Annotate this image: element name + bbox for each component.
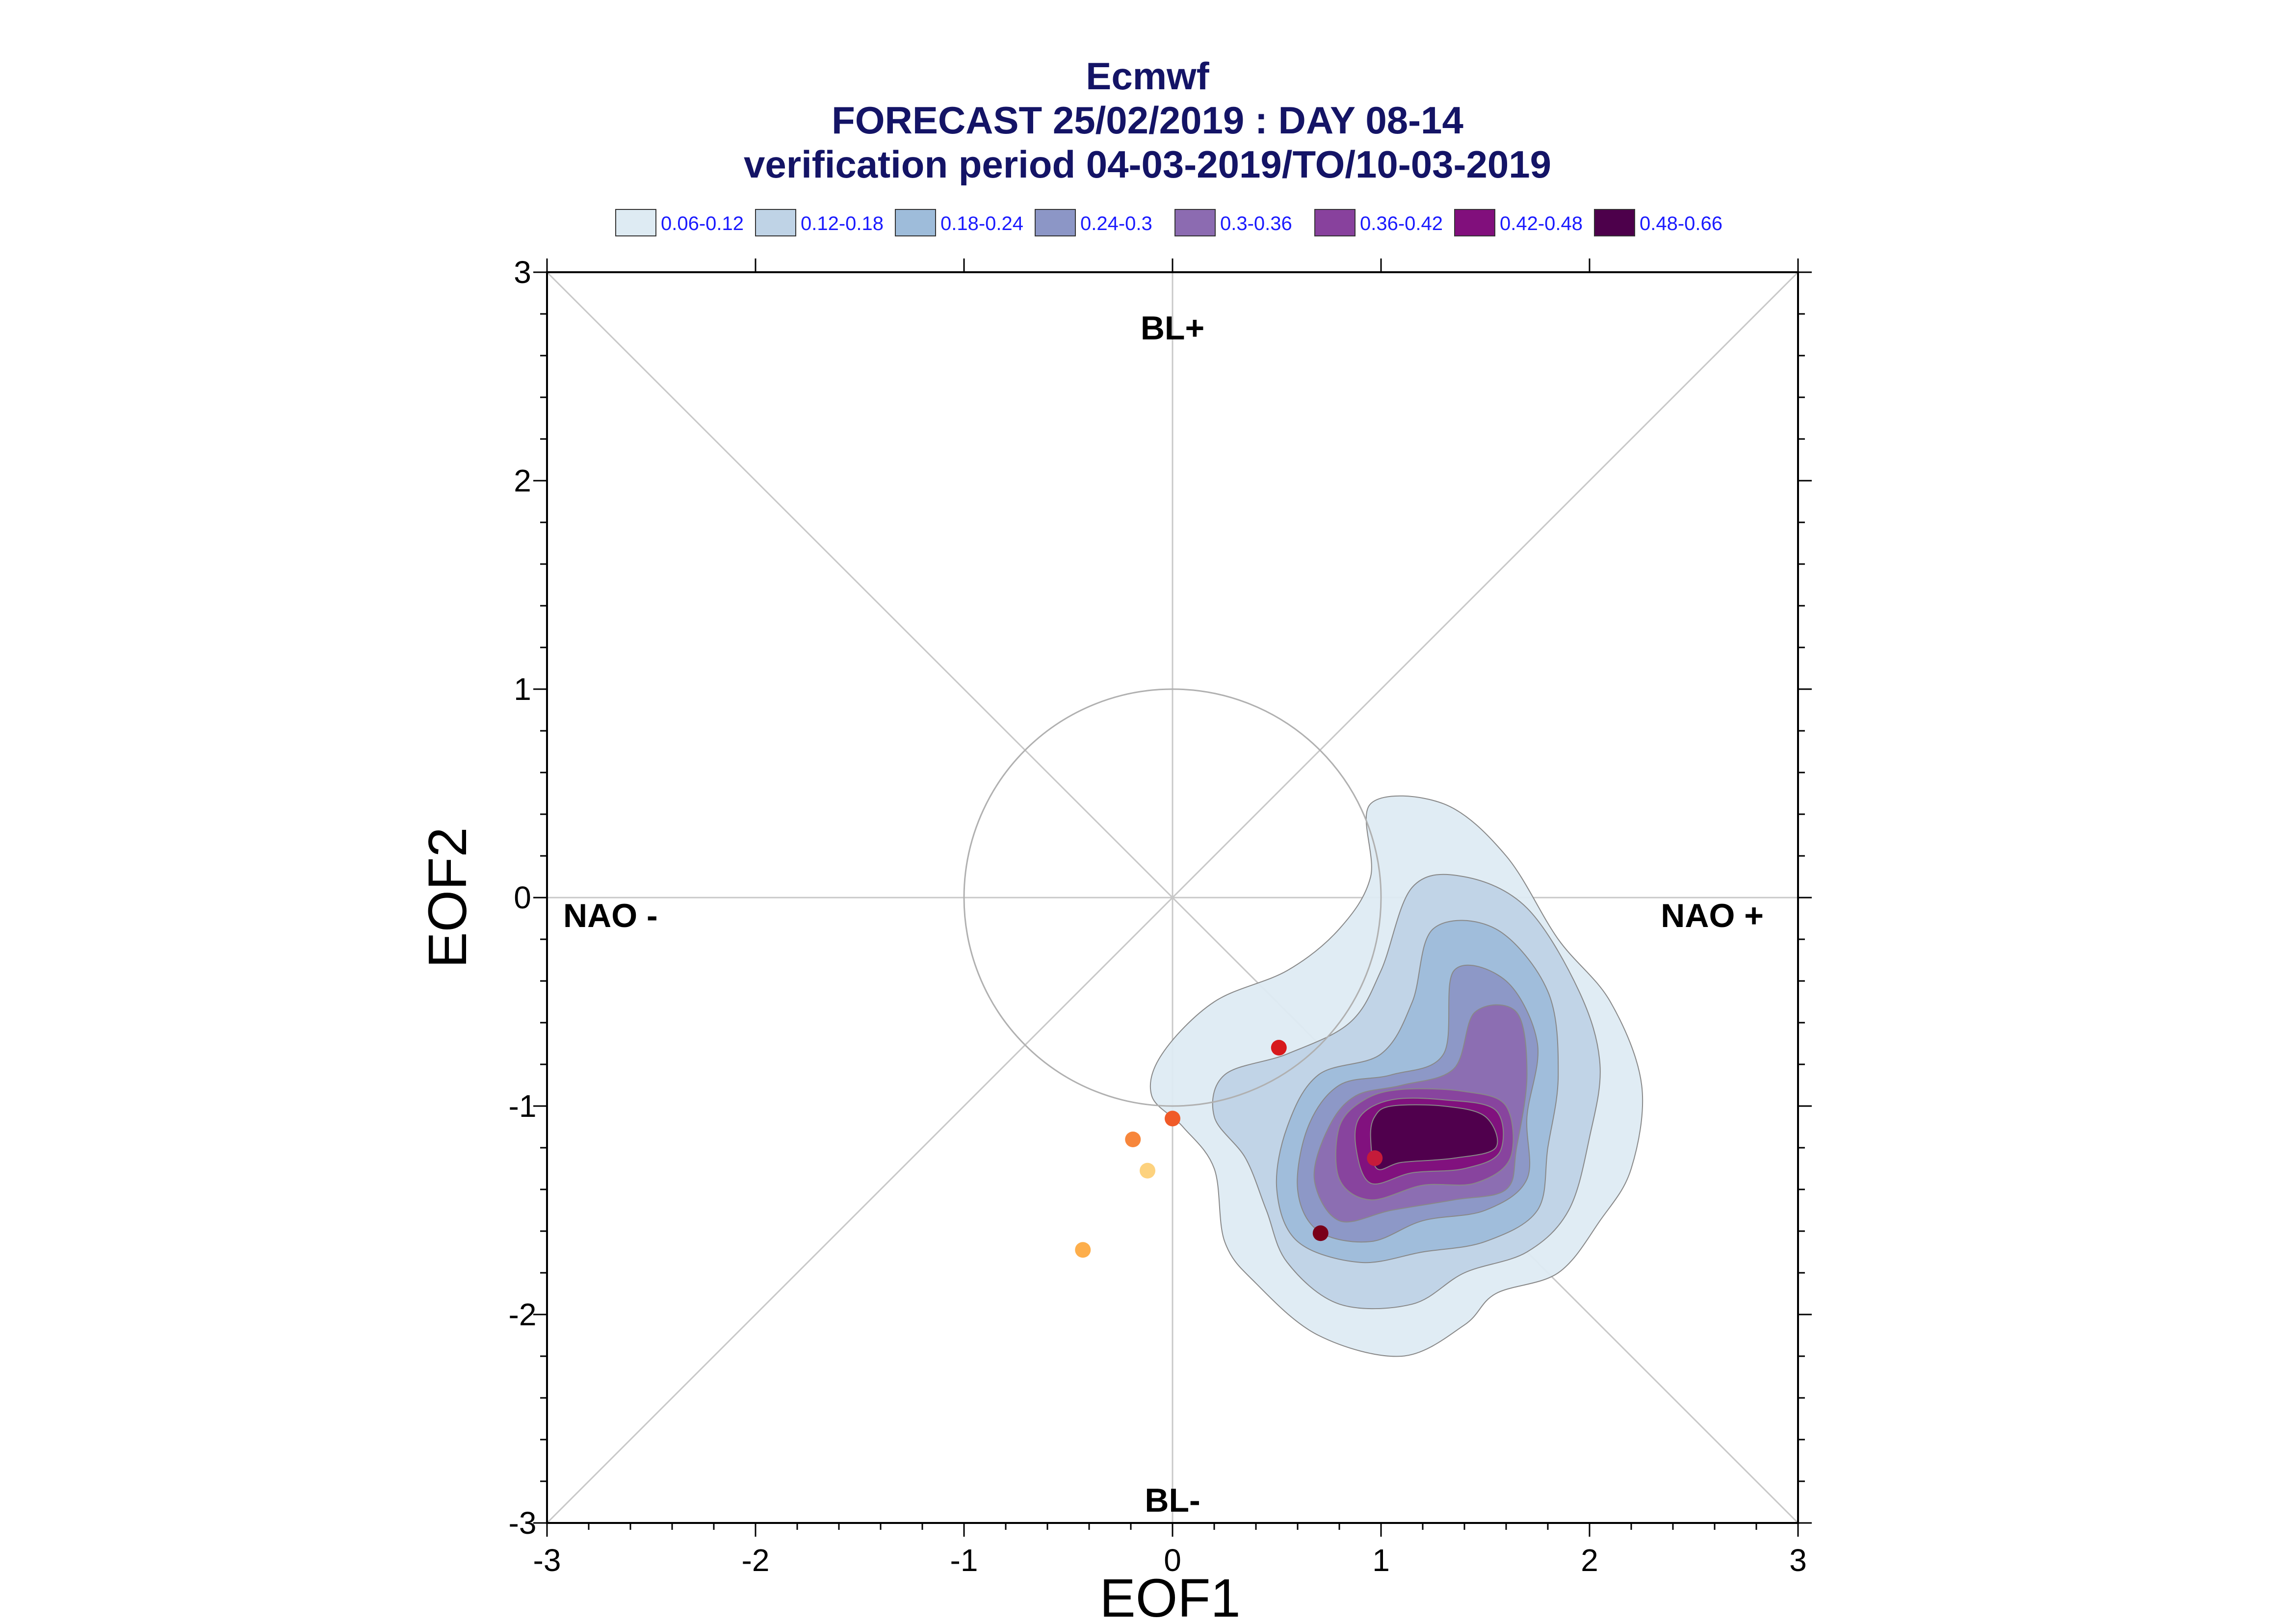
x-tick-label: 0	[1164, 1543, 1181, 1578]
y-tick-label: 2	[514, 463, 531, 498]
plot-area: BL+ BL- NAO - NAO +	[546, 271, 1799, 1524]
density-contour	[1370, 1104, 1498, 1170]
legend-label: 0.48-0.66	[1640, 213, 1722, 234]
legend-label: 0.24-0.3	[1080, 213, 1152, 234]
chart-subtitle-verification: verification period 04-03-2019/TO/10-03-…	[744, 143, 1551, 186]
legend-swatch	[1314, 209, 1356, 236]
legend-swatch	[1454, 209, 1495, 236]
chart-title: Ecmwf	[1086, 54, 1209, 98]
scatter-point	[1125, 1132, 1141, 1147]
chart-title-group: Ecmwf FORECAST 25/02/2019 : DAY 08-14 ve…	[744, 54, 1551, 186]
legend-swatch	[895, 209, 936, 236]
legend-label: 0.42-0.48	[1500, 213, 1583, 234]
legend: 0.06-0.12 0.12-0.18 0.18-0.24 0.24-0.3 0.3-0…	[615, 209, 1722, 236]
regime-label-bl-minus: BL-	[1145, 1482, 1200, 1519]
axes: -3 -2 -1 0 1 2 3 3 2 1 0 -1 -2 -3	[509, 255, 1812, 1578]
legend-swatch	[1174, 209, 1216, 236]
x-tick-label: 3	[1789, 1543, 1807, 1578]
x-tick-label: 2	[1581, 1543, 1598, 1578]
legend-swatch	[1594, 209, 1635, 236]
scatter-point	[1312, 1225, 1329, 1241]
scatter-point	[1271, 1040, 1287, 1056]
x-tick-label: -3	[533, 1543, 561, 1578]
y-tick-label: -3	[509, 1505, 537, 1541]
legend-label: 0.06-0.12	[661, 213, 744, 234]
regime-label-nao-minus: NAO -	[563, 897, 658, 934]
regime-label-bl-plus: BL+	[1141, 309, 1204, 347]
scatter-point	[1075, 1242, 1091, 1258]
unit-circle	[963, 688, 1382, 1107]
scatter-point	[1140, 1162, 1155, 1179]
y-tick-label: -1	[509, 1088, 537, 1124]
legend-label: 0.18-0.24	[940, 213, 1023, 234]
legend-swatch	[1035, 209, 1076, 236]
y-tick-label: -2	[509, 1297, 537, 1332]
x-axis-title: EOF1	[1099, 1568, 1240, 1624]
regime-label-nao-plus: NAO +	[1661, 897, 1764, 934]
legend-swatch	[755, 209, 796, 236]
y-axis-title: EOF2	[417, 827, 478, 968]
scatter-point	[1367, 1150, 1383, 1166]
legend-label: 0.36-0.42	[1360, 213, 1443, 234]
legend-label: 0.3-0.36	[1220, 213, 1292, 234]
y-tick-label: 0	[514, 880, 531, 915]
x-tick-label: -2	[742, 1543, 770, 1578]
legend-swatch	[615, 209, 656, 236]
legend-label: 0.12-0.18	[801, 213, 884, 234]
y-tick-label: 1	[514, 671, 531, 707]
x-tick-label: -1	[950, 1543, 978, 1578]
scatter-point	[1165, 1110, 1180, 1127]
y-tick-label: 3	[514, 255, 531, 290]
x-tick-label: 1	[1372, 1543, 1390, 1578]
chart-subtitle-forecast: FORECAST 25/02/2019 : DAY 08-14	[832, 99, 1463, 142]
